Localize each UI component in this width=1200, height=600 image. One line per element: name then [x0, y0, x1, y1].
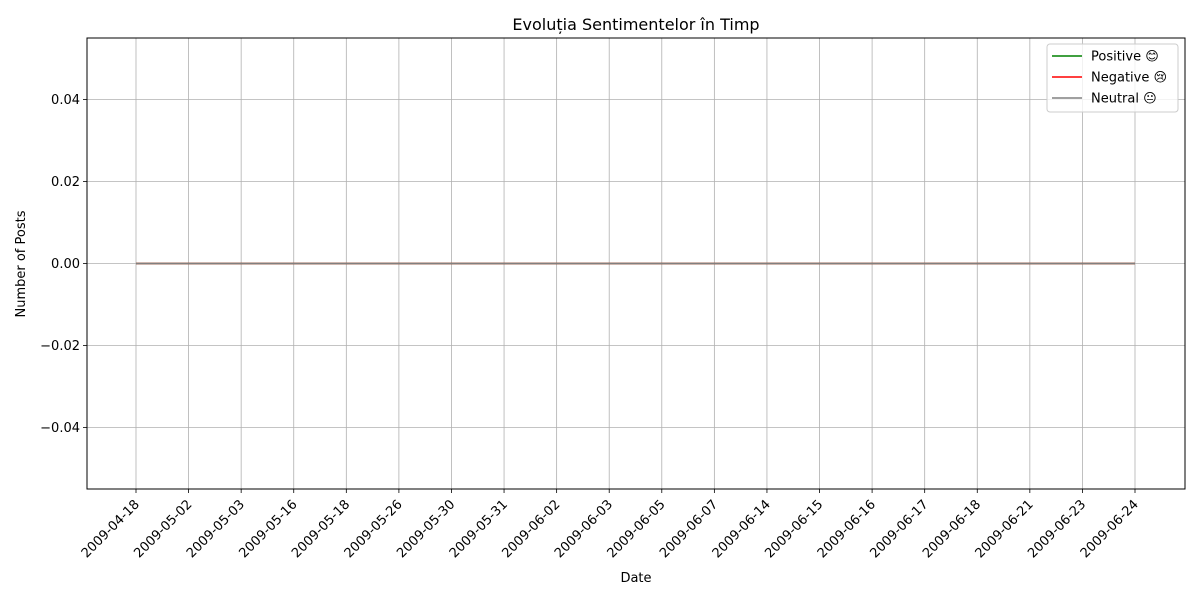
- y-tick-label: −0.04: [40, 421, 80, 436]
- y-axis-label: Number of Posts: [14, 210, 29, 317]
- legend-label-neutral: Neutral 😐: [1091, 92, 1157, 107]
- legend-box: [1046, 43, 1179, 113]
- legend-entries: Positive 😊 Negative 😢 Neutral 😐: [1052, 50, 1167, 107]
- chart-title: Evoluția Sentimentelor în Timp: [512, 15, 759, 34]
- legend: Positive 😊 Negative 😢 Neutral 😐: [1046, 43, 1179, 113]
- legend-label-negative: Negative 😢: [1091, 71, 1167, 86]
- x-axis-label: Date: [620, 571, 651, 586]
- y-tick-label: −0.02: [40, 339, 80, 354]
- y-tick-label: 0.02: [51, 175, 80, 190]
- legend-label-positive: Positive 😊: [1091, 50, 1159, 65]
- y-tick-label: 0.04: [51, 93, 80, 108]
- y-tick-label: 0.00: [51, 257, 80, 272]
- y-axis-ticks: −0.04 −0.02 0.00 0.02 0.04: [40, 93, 87, 436]
